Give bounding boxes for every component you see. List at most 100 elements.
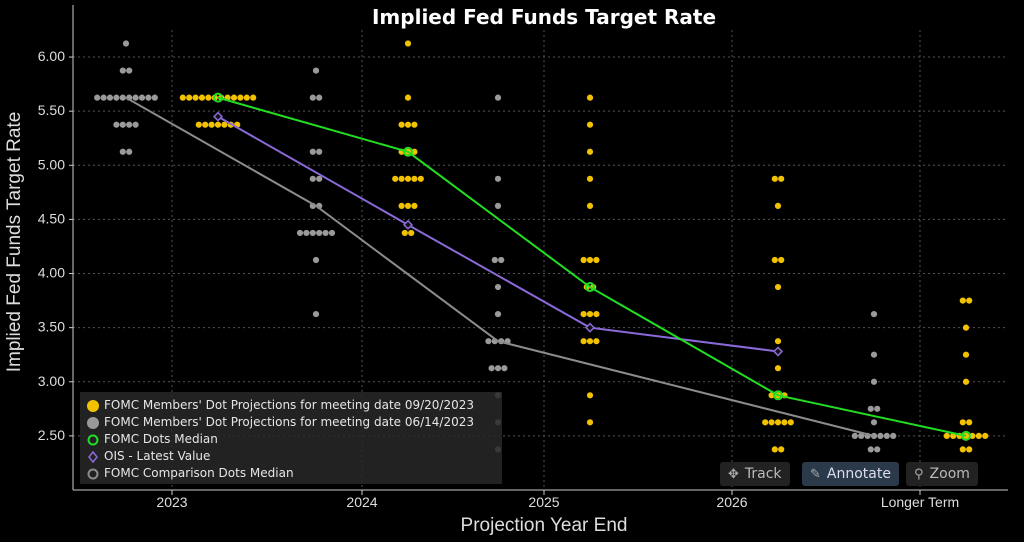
- sep-dot: [778, 175, 785, 182]
- y-tick-label: 3.50: [38, 319, 65, 335]
- jun-dot: [501, 365, 508, 372]
- jun-dot: [309, 148, 316, 155]
- gray-circle-icon: [87, 468, 99, 480]
- sep-dot: [959, 297, 966, 304]
- sep-dot: [202, 121, 209, 128]
- sep-dot: [392, 175, 399, 182]
- sep-dot: [771, 446, 778, 453]
- sep-dot: [586, 121, 594, 128]
- sep-dot: [586, 94, 594, 101]
- jun-dot: [867, 446, 874, 453]
- jun-dot: [316, 94, 323, 101]
- sep-dot: [411, 121, 418, 128]
- ois-marker: [402, 219, 414, 230]
- legend-label: OIS - Latest Value: [104, 449, 211, 463]
- sep-dot: [586, 419, 594, 426]
- sep-dot: [179, 94, 186, 101]
- sep-dot: [205, 94, 212, 101]
- sep-dot: [404, 175, 412, 182]
- x-tick-label: 2026: [716, 494, 747, 510]
- sep-dot: [774, 365, 782, 372]
- x-tick-label: 2023: [156, 494, 187, 510]
- sep-dot: [768, 419, 775, 426]
- crosshair-icon: ✥: [728, 466, 739, 482]
- gray-dot-icon: [87, 417, 99, 429]
- y-tick-label: 5.00: [38, 156, 65, 172]
- comparison-median-line: [125, 96, 875, 437]
- sep-dot: [966, 297, 973, 304]
- jun-dot: [890, 432, 897, 439]
- jun-dot: [296, 229, 304, 237]
- x-axis-label: Projection Year End: [461, 515, 628, 536]
- jun-dot: [151, 94, 158, 101]
- jun-dot: [119, 148, 126, 155]
- legend: FOMC Members' Dot Projections for meetin…: [80, 392, 502, 484]
- purple-diamond-icon: [88, 450, 98, 464]
- jun-dot: [870, 378, 878, 385]
- sep-dot: [943, 432, 950, 439]
- annotate-button[interactable]: ✎ Annotate: [802, 462, 899, 486]
- track-label: Track: [744, 466, 782, 482]
- sep-dot: [771, 175, 778, 182]
- sep-dot: [411, 202, 418, 209]
- green-circle-icon: [87, 434, 99, 446]
- zoom-button[interactable]: ⚲ Zoom: [906, 462, 978, 486]
- jun-dot: [132, 94, 139, 101]
- track-button[interactable]: ✥ Track: [720, 462, 790, 486]
- ois-marker: [584, 322, 596, 333]
- y-tick-label: 6.00: [38, 48, 65, 64]
- legend-label: FOMC Members' Dot Projections for meetin…: [104, 398, 475, 412]
- median-marker: [961, 430, 971, 441]
- jun-dot: [870, 311, 878, 318]
- legend-label: FOMC Dots Median: [104, 432, 218, 446]
- jun-dot: [488, 365, 495, 372]
- jun-dot: [870, 351, 878, 358]
- sep-dot: [408, 229, 415, 237]
- jun-dot: [328, 229, 336, 237]
- jun-dot: [883, 432, 890, 439]
- jun-dot: [874, 405, 881, 412]
- jun-dot: [877, 432, 884, 439]
- jun-dot: [491, 256, 498, 264]
- sep-dot: [774, 283, 782, 291]
- jun-dot: [485, 338, 492, 345]
- jun-dot: [498, 256, 505, 264]
- sep-dot: [778, 256, 785, 264]
- sep-dot: [762, 419, 769, 426]
- jun-dot: [100, 94, 107, 101]
- jun-dot: [494, 202, 502, 209]
- y-axis-label: Implied Fed Funds Target Rate: [4, 112, 25, 373]
- median-line: [217, 96, 967, 437]
- legend-label: FOMC Members' Dot Projections for meetin…: [104, 415, 475, 429]
- jun-dot: [113, 121, 120, 128]
- jun-dot: [494, 175, 502, 182]
- sep-dot: [243, 94, 250, 101]
- jun-dot: [138, 94, 146, 101]
- jun-dot: [113, 94, 120, 101]
- jun-dot: [122, 40, 130, 47]
- x-tick-label: 2024: [346, 494, 377, 510]
- sep-dot: [404, 40, 412, 47]
- sep-dot: [417, 175, 424, 182]
- sep-dot: [966, 419, 973, 426]
- sep-dot: [250, 94, 257, 101]
- jun-dot: [494, 283, 502, 291]
- sep-dot: [198, 94, 206, 101]
- sep-dot: [404, 121, 412, 128]
- jun-dot: [870, 419, 878, 426]
- jun-dot: [309, 229, 316, 237]
- sep-dot: [586, 202, 594, 209]
- sep-dot: [781, 419, 788, 426]
- ois-marker: [772, 346, 784, 357]
- jun-dot: [494, 94, 502, 101]
- jun-dot: [494, 365, 502, 372]
- sep-dot: [962, 378, 970, 385]
- x-tick-label: 2025: [528, 494, 559, 510]
- jun-dot: [867, 405, 874, 412]
- jun-dot: [322, 229, 329, 237]
- sep-dot: [969, 432, 976, 439]
- median-marker: [773, 390, 783, 401]
- y-tick-label: 2.50: [38, 427, 65, 443]
- jun-dot: [126, 148, 133, 155]
- sep-dot: [186, 94, 193, 101]
